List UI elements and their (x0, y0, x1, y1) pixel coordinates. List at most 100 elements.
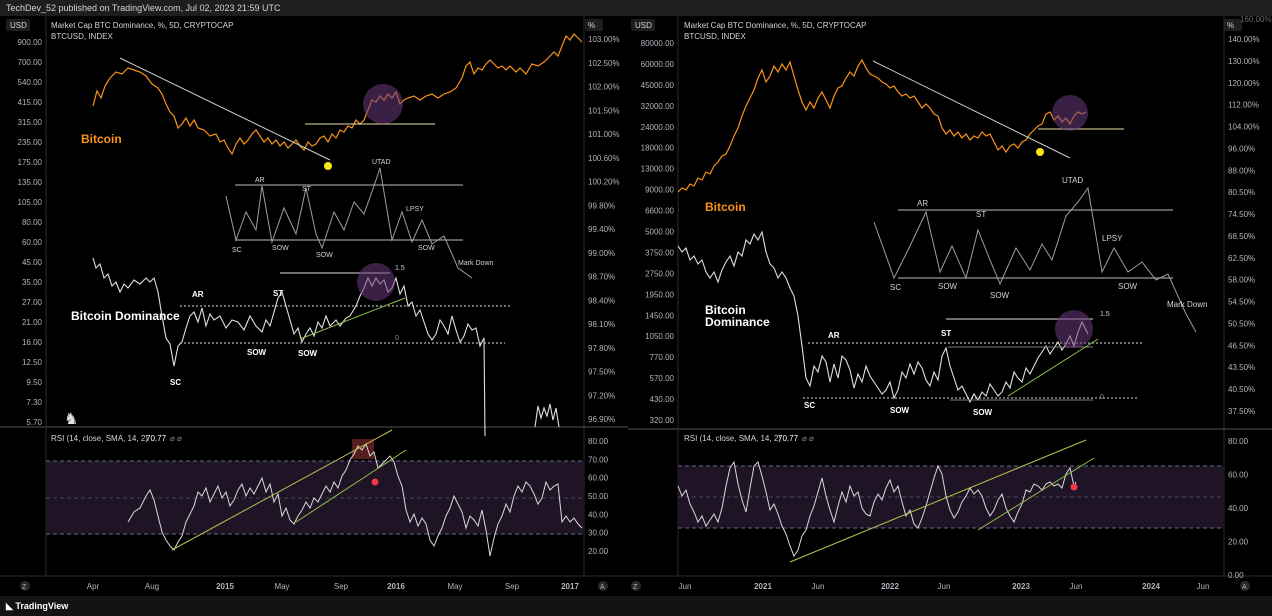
schematic-utad-label: UTAD (372, 159, 391, 166)
rsi-green-trendline (977, 457, 1095, 531)
currency-badge[interactable] (631, 19, 655, 31)
time-tick-7: Sep (505, 582, 520, 591)
tradingview-logo[interactable]: ◣ TradingView (6, 596, 68, 616)
right-percent-tick-9: 99.00% (588, 249, 615, 258)
rsi-visibility-icon[interactable]: ⌀ ⌀ (170, 434, 182, 443)
right-percent-tick-4: 101.00% (588, 130, 620, 139)
right-percent-axis[interactable]: 103.00% 102.50% 102.00% 101.50% 101.00% 100.6… (588, 35, 620, 424)
right-percent-tick-10: 62.50% (1228, 254, 1255, 263)
rsi-yellow-trendline (789, 439, 1087, 563)
left-price-tick-17: 430.00 (650, 395, 675, 404)
corner-button-a[interactable] (598, 581, 608, 591)
left-price-tick-13: 27.00 (22, 298, 43, 307)
left-price-axis[interactable]: 900.00 700.00 540.00 415.00 315.00 235.00 175.… (18, 38, 43, 427)
schematic-sow-label-1: SOW (272, 245, 289, 252)
legend-line-1: Market Cap BTC Dominance, %, 5D, CRYPTOC… (51, 21, 233, 30)
left-price-axis[interactable]: 80000.00 60000.00 45000.00 32000.00 24000.00… (641, 39, 675, 425)
right-percent-tick-8: 99.40% (588, 225, 615, 234)
percent-badge[interactable] (1224, 19, 1242, 31)
time-tick-4: Sep (334, 582, 349, 591)
rsi-line (677, 460, 1077, 558)
left-price-tick-16: 570.00 (650, 374, 675, 383)
left-chart-panel[interactable]: USD % Market Cap BTC Dominance, %, 5D, C… (0, 16, 633, 596)
time-tick-8: 2017 (561, 582, 579, 591)
time-tick-2: Jun (812, 582, 825, 591)
left-price-tick-12: 35.00 (22, 278, 43, 287)
right-percent-axis[interactable]: 140.00% 130.00% 120.00% 112.00% 104.00% 96.00… (1228, 35, 1260, 416)
time-tick-0: Apr (87, 582, 100, 591)
left-price-tick-1: 60000.00 (641, 60, 675, 69)
corner-z-label: Z (633, 584, 638, 591)
right-percent-tick-1: 102.50% (588, 59, 620, 68)
clipped-top-label: 160.00% (1240, 16, 1272, 24)
percent-badge-label: % (588, 21, 595, 30)
right-percent-tick-11: 58.00% (1228, 276, 1255, 285)
rsi-tick-2: 60.00 (588, 474, 609, 483)
btc-dominance-line-tail (534, 403, 560, 428)
rsi-axis[interactable]: 80.00 60.00 40.00 20.00 0.00 (1228, 437, 1249, 580)
dominance-label-line2: Dominance (705, 315, 770, 329)
currency-badge[interactable] (6, 19, 30, 31)
bitcoin-label: Bitcoin (705, 200, 746, 214)
time-tick-3: 2022 (881, 582, 899, 591)
time-tick-5: 2016 (387, 582, 405, 591)
left-price-tick-1: 700.00 (18, 58, 43, 67)
schematic-lpsy-label: LPSY (406, 206, 424, 213)
rsi-axis[interactable]: 80.00 70.00 60.00 50.00 40.00 30.00 20.00 (588, 437, 609, 556)
right-percent-tick-8: 74.50% (1228, 210, 1255, 219)
dominance-sc-label: SC (804, 401, 815, 410)
bitcoin-downtrend-line (872, 60, 1071, 159)
left-price-tick-4: 24000.00 (641, 123, 675, 132)
tradingview-footer: ◣ TradingView (0, 596, 1272, 616)
corner-button-z[interactable] (631, 581, 641, 591)
corner-a-label: A (600, 584, 605, 591)
left-price-tick-8: 105.00 (18, 198, 43, 207)
corner-button-a[interactable] (1240, 581, 1250, 591)
bitcoin-label: Bitcoin (81, 132, 122, 146)
time-tick-3: May (274, 582, 289, 591)
corner-button-z[interactable] (20, 581, 30, 591)
time-tick-4: Jun (938, 582, 951, 591)
left-price-tick-11: 45.00 (22, 258, 43, 267)
rsi-legend: RSI (14, close, SMA, 14, 2) (51, 434, 148, 443)
btc-dominance-line (677, 230, 1089, 404)
time-tick-7: 2024 (1142, 582, 1160, 591)
dominance-sc-label: SC (170, 378, 181, 387)
percent-badge[interactable] (585, 19, 603, 31)
time-axis[interactable]: Apr Aug 2015 May Sep 2016 May Sep 2017 (87, 582, 580, 591)
legend-line-2: BTCUSD, INDEX (684, 32, 746, 41)
right-percent-tick-12: 98.10% (588, 320, 615, 329)
tradingview-brand: TradingView (15, 601, 69, 611)
schematic-st-label: ST (302, 186, 312, 193)
right-percent-tick-11: 98.40% (588, 296, 615, 305)
left-price-tick-9: 80.00 (22, 218, 43, 227)
corner-z-label: Z (22, 584, 27, 591)
time-tick-1: Aug (145, 582, 159, 591)
right-percent-tick-5: 100.60% (588, 154, 620, 163)
left-price-tick-3: 32000.00 (641, 102, 675, 111)
schematic-utad-label: UTAD (1062, 176, 1083, 185)
legend-line-1: Market Cap BTC Dominance, %, 5D, CRYPTOC… (684, 21, 866, 30)
dominance-label: Bitcoin Dominance (71, 309, 180, 323)
left-price-tick-15: 770.00 (650, 353, 675, 362)
left-price-tick-6: 175.00 (18, 158, 43, 167)
left-price-tick-15: 16.00 (22, 338, 43, 347)
right-percent-tick-7: 80.50% (1228, 188, 1255, 197)
right-percent-tick-1: 130.00% (1228, 57, 1260, 66)
rsi-tick-4: 0.00 (1228, 571, 1244, 580)
right-percent-tick-10: 98.70% (588, 273, 615, 282)
bitcoin-price-line (92, 33, 583, 156)
dino-icon: ♞ (64, 411, 78, 428)
right-percent-tick-5: 96.00% (1228, 144, 1255, 153)
left-price-tick-3: 415.00 (18, 98, 43, 107)
right-percent-tick-3: 101.50% (588, 106, 620, 115)
rsi-visibility-icon[interactable]: ⌀ ⌀ (802, 434, 814, 443)
right-chart-svg[interactable]: USD % 160.00% Market Cap BTC Dominance, … (628, 16, 1272, 596)
left-price-tick-14: 21.00 (22, 318, 43, 327)
time-tick-5: 2023 (1012, 582, 1030, 591)
time-axis[interactable]: Jun 2021 Jun 2022 Jun 2023 Jun 2024 Jun (679, 582, 1210, 591)
right-chart-panel[interactable]: USD % 160.00% Market Cap BTC Dominance, … (628, 16, 1272, 596)
dominance-sow-label-2: SOW (298, 349, 318, 358)
rsi-tick-4: 40.00 (588, 510, 609, 519)
left-chart-svg[interactable]: USD % Market Cap BTC Dominance, %, 5D, C… (0, 16, 630, 596)
